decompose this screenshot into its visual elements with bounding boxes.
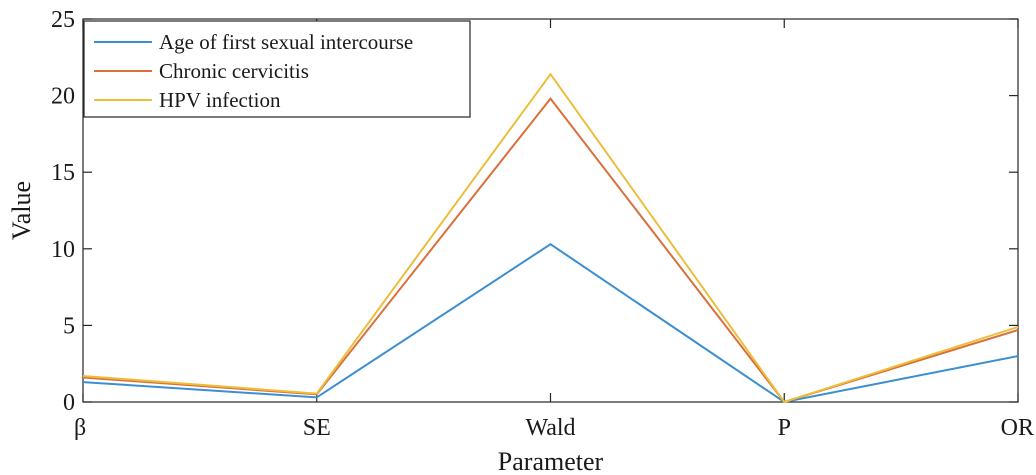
y-tick-label: 25 bbox=[51, 7, 75, 33]
y-tick-label: 0 bbox=[63, 390, 75, 416]
x-tick-label: P bbox=[778, 415, 791, 441]
y-tick-label: 15 bbox=[51, 160, 75, 186]
y-tick-label: 20 bbox=[51, 84, 75, 110]
x-tick-label: OR bbox=[1001, 415, 1034, 441]
x-tick-label: β bbox=[74, 415, 86, 441]
legend-label: Age of first sexual intercourse bbox=[159, 30, 413, 54]
legend-box bbox=[83, 20, 471, 118]
y-axis-title: Value bbox=[7, 181, 36, 240]
legend: Age of first sexual intercourse Chronic c… bbox=[83, 20, 471, 118]
series-line-1 bbox=[82, 243, 1019, 404]
x-tick-label: SE bbox=[303, 415, 331, 441]
legend-label: Chronic cervicitis bbox=[159, 59, 309, 83]
y-tick-label: 5 bbox=[63, 313, 75, 339]
series-line-3 bbox=[82, 72, 1019, 404]
legend-label: HPV infection bbox=[159, 88, 281, 112]
series-layer bbox=[82, 72, 1019, 404]
x-axis-title: Parameter bbox=[498, 447, 604, 475]
y-tick-label: 10 bbox=[51, 237, 75, 263]
x-tick-label: Wald bbox=[525, 415, 575, 441]
